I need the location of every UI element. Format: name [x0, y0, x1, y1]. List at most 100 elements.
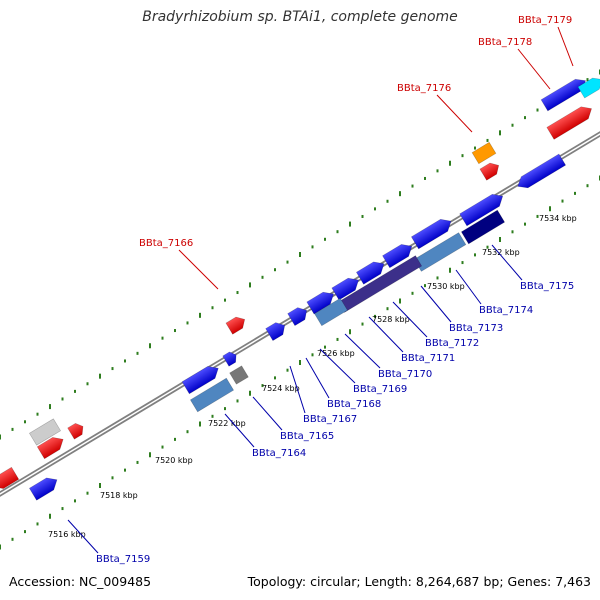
gene-shape — [331, 277, 359, 301]
tick-mark — [436, 276, 439, 280]
gene-arrow[interactable] — [28, 474, 60, 501]
tick-mark — [174, 329, 176, 333]
tick-mark — [424, 176, 426, 180]
gene-arrow[interactable] — [410, 215, 454, 250]
gene-arrow[interactable] — [314, 297, 348, 327]
tick-mark — [499, 237, 501, 242]
gene-arrow[interactable] — [514, 153, 567, 192]
scale-label: 7524 kbp — [262, 384, 300, 393]
leader-line — [319, 348, 356, 384]
tick-mark — [211, 306, 214, 310]
gene-label[interactable]: BBta_7176 — [397, 83, 451, 94]
gene-arrow[interactable] — [382, 240, 416, 269]
tick-mark — [549, 206, 551, 212]
gene-arrow[interactable] — [577, 74, 600, 99]
gene-arrow[interactable] — [181, 362, 222, 395]
tick-mark — [149, 343, 151, 349]
leader-line — [368, 316, 404, 353]
tick-mark — [49, 404, 51, 410]
scale-label: 7530 kbp — [427, 282, 465, 291]
tick-mark — [199, 312, 201, 318]
tick-mark — [399, 298, 401, 304]
genome-stats-text: Topology: circular; Length: 8,264,687 bp… — [247, 574, 591, 589]
tick-mark — [374, 207, 376, 211]
gene-label[interactable]: BBta_7168 — [327, 399, 381, 410]
gene-shape — [265, 322, 286, 342]
gene-arrow[interactable] — [287, 304, 311, 327]
scale-label: 7522 kbp — [208, 419, 246, 428]
tick-mark — [324, 345, 326, 349]
gene-shape — [0, 466, 20, 489]
gene-shape — [225, 316, 246, 335]
gene-arrow[interactable] — [546, 103, 595, 140]
gene-arrow[interactable] — [222, 350, 239, 367]
tick-mark — [61, 397, 64, 401]
tick-mark — [424, 284, 426, 288]
tick-mark — [361, 214, 364, 218]
tick-mark — [124, 468, 126, 472]
tick-mark — [111, 476, 114, 480]
gene-arrow[interactable] — [479, 160, 502, 181]
gene-arrow[interactable] — [229, 365, 249, 385]
tick-mark — [24, 530, 26, 534]
gene-shape — [306, 291, 334, 315]
gene-label[interactable]: BBta_7172 — [425, 338, 479, 349]
gene-shape — [181, 366, 219, 395]
gene-arrow[interactable] — [460, 209, 506, 245]
tick-mark — [124, 359, 126, 363]
gene-arrow[interactable] — [265, 319, 289, 342]
gene-arrow[interactable] — [306, 288, 337, 315]
gene-label[interactable]: BBta_7167 — [303, 414, 357, 425]
gene-label[interactable]: BBta_7169 — [353, 384, 407, 395]
tick-mark — [174, 437, 176, 441]
gene-shape — [28, 418, 62, 446]
leader-line — [67, 519, 99, 554]
gene-shape — [460, 209, 506, 245]
scale-label: 7520 kbp — [155, 456, 193, 465]
leader-line — [491, 244, 523, 281]
tick-mark — [536, 108, 539, 112]
tick-mark — [186, 430, 189, 434]
gene-label[interactable]: BBta_7174 — [479, 305, 533, 316]
gene-shape — [229, 365, 249, 385]
gene-features — [0, 74, 600, 501]
map-title: Bradyrhizobium sp. BTAi1, complete genom… — [142, 9, 458, 25]
gene-arrow[interactable] — [28, 418, 62, 446]
gene-arrow[interactable] — [189, 377, 235, 413]
gene-arrow[interactable] — [225, 314, 248, 335]
tick-mark — [99, 373, 101, 379]
tick-mark — [11, 537, 14, 541]
gene-arrow[interactable] — [471, 141, 497, 165]
gene-label[interactable]: BBta_7164 — [252, 448, 306, 459]
gene-label[interactable]: BBta_7170 — [378, 369, 432, 380]
gene-arrow[interactable] — [459, 190, 507, 227]
gene-arrow[interactable] — [36, 433, 66, 460]
gene-label[interactable]: BBta_7171 — [401, 353, 455, 364]
gene-label[interactable]: BBta_7179 — [518, 15, 572, 26]
leader-line — [252, 396, 283, 431]
gene-shape — [287, 307, 308, 327]
tick-mark — [574, 191, 576, 195]
tick-mark — [474, 253, 476, 257]
tick-mark — [149, 452, 151, 458]
scale-labels: 7516 kbp 7518 kbp 7520 kbp 7522 kbp 7524 kbp… — [48, 214, 577, 539]
gene-arrow[interactable] — [0, 466, 20, 492]
gene-shape — [546, 106, 592, 140]
gene-label[interactable]: BBta_7173 — [449, 323, 503, 334]
tick-mark — [436, 169, 439, 173]
gene-shape — [28, 477, 58, 501]
tick-mark — [561, 199, 564, 203]
gene-label[interactable]: BBta_7159 — [96, 554, 150, 565]
gene-arrow[interactable] — [67, 421, 87, 440]
gene-arrow[interactable] — [331, 274, 362, 301]
gene-label[interactable]: BBta_7175 — [520, 281, 574, 292]
gene-label[interactable]: BBta_7178 — [478, 37, 532, 48]
tick-mark — [299, 360, 301, 365]
tick-mark — [461, 261, 464, 265]
tick-mark — [499, 130, 501, 136]
tick-mark — [236, 399, 239, 403]
gene-label[interactable]: BBta_7165 — [280, 431, 334, 442]
gene-label[interactable]: BBta_7166 — [139, 238, 193, 249]
gene-arrow[interactable] — [355, 258, 387, 285]
gene-shape — [36, 437, 64, 460]
